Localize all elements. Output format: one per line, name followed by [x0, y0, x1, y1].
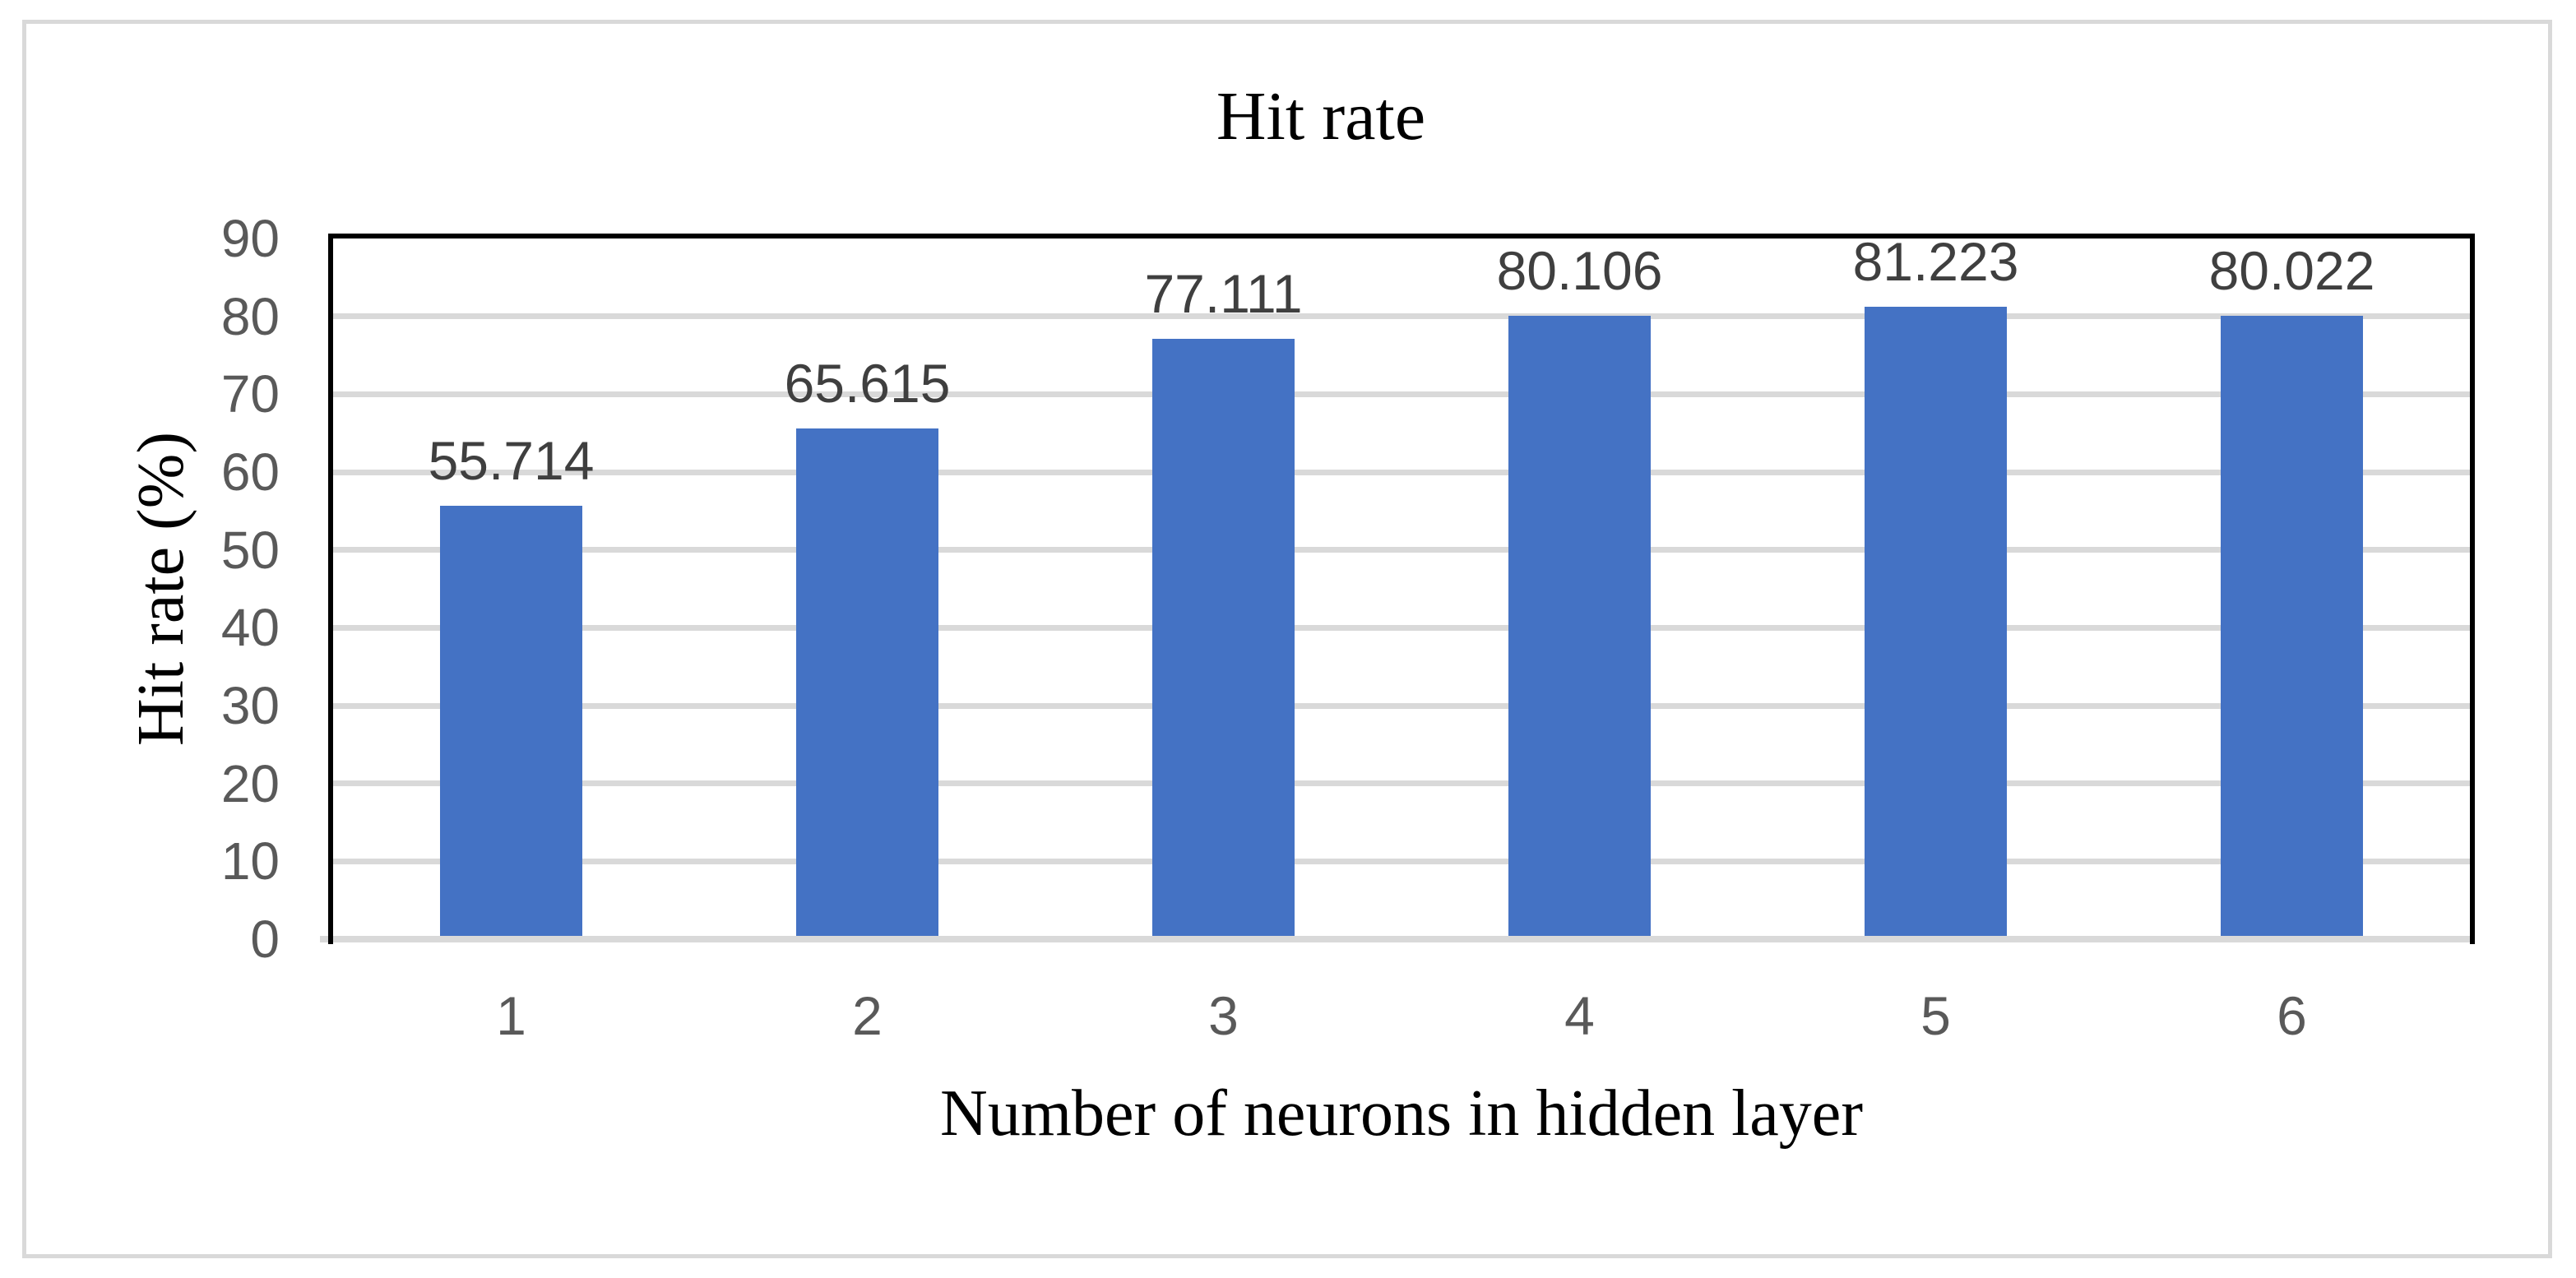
gridline-y70: [333, 391, 2470, 397]
x-axis-title: Number of neurons in hidden layer: [940, 1077, 1863, 1150]
gridline-y60: [333, 469, 2470, 475]
plot-area: 55.714 65.615 77.111 80.106 81.223 80.022: [333, 234, 2470, 939]
bar-value-label: 80.106: [1496, 239, 1663, 301]
y-tick-50: 50: [220, 520, 280, 580]
bar-6: [2220, 316, 2364, 939]
y-tick-20: 20: [220, 753, 280, 813]
bar-3: [1151, 339, 1295, 939]
y-tick-0: 0: [250, 910, 280, 969]
x-tick-4: 4: [1564, 985, 1595, 1046]
x-tick-6: 6: [2277, 985, 2307, 1046]
y-tick-30: 30: [220, 676, 280, 735]
gridline-y30: [333, 702, 2470, 709]
gridline-y40: [333, 624, 2470, 631]
x-tick-5: 5: [1920, 985, 1951, 1046]
bar-value-label: 81.223: [1852, 231, 2019, 293]
y-tick-40: 40: [220, 598, 280, 658]
bar-2: [795, 428, 939, 939]
bar-4: [1508, 315, 1652, 939]
bar-value-label: 80.022: [2208, 240, 2375, 302]
gridline-y20: [333, 780, 2470, 787]
y-tick-10: 10: [220, 831, 280, 891]
bar-value-label: 65.615: [784, 352, 951, 414]
x-tick-2: 2: [852, 985, 883, 1046]
y-tick-60: 60: [220, 442, 280, 502]
bar-1: [439, 505, 583, 939]
y-tick-70: 70: [220, 364, 280, 424]
gridline-y50: [333, 547, 2470, 553]
x-axis-line: [320, 936, 2475, 942]
bar-value-label: 77.111: [1144, 263, 1303, 325]
x-tick-3: 3: [1208, 985, 1239, 1046]
gridline-y10: [333, 858, 2470, 864]
bar-value-label: 55.714: [428, 429, 595, 491]
gridline-y80: [333, 313, 2470, 320]
bar-5: [1864, 307, 2008, 939]
y-tick-90: 90: [220, 209, 280, 268]
y-tick-80: 80: [220, 286, 280, 346]
chart-title: Hit rate: [1216, 78, 1426, 155]
x-tick-1: 1: [496, 985, 526, 1046]
